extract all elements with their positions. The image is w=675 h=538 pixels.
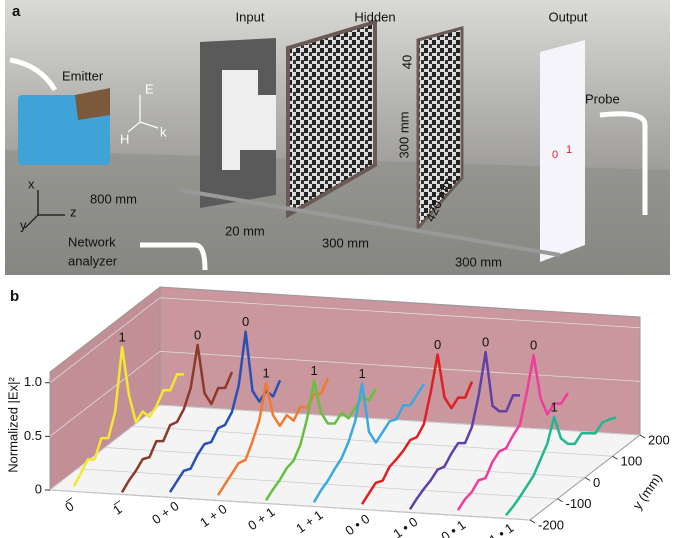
coord-label: x (28, 176, 35, 191)
grid-line (77, 468, 558, 500)
peak-label: 0 (242, 314, 249, 329)
field-label: E (145, 81, 154, 96)
field-vectors (127, 95, 159, 133)
probe-label: Probe (585, 91, 620, 106)
z-tick-label: 0.5 (24, 428, 42, 443)
network-label: Network (68, 234, 116, 249)
hidden-label: Hidden (354, 9, 395, 24)
photo-panel: a Input Hidden Output Emitter Probe Netw… (5, 0, 670, 275)
z-axis-label: Normalized |Ex|² (5, 377, 20, 473)
curve (408, 350, 521, 510)
x-tick-label: 1 • 1 (486, 520, 516, 538)
y-tick (557, 498, 563, 503)
emitter-arrow (9, 57, 58, 92)
y-tick (584, 477, 591, 481)
dimension-label: 20 mm (225, 223, 265, 238)
hidden-plate-1 (286, 19, 377, 219)
grid-line (104, 447, 586, 478)
output-digit: 0 (552, 149, 558, 161)
dimension-label: 300 mm (322, 235, 369, 250)
y-tick (529, 519, 536, 524)
peak-label: 1 (359, 366, 366, 381)
y-tick-label: -100 (566, 496, 592, 511)
dimension-label: 300 mm (396, 112, 411, 159)
y-tick (639, 434, 646, 439)
panel-label: b (10, 288, 19, 305)
dimension-label: 800 mm (90, 191, 137, 206)
probe-arrow (599, 111, 648, 215)
grid-line (159, 404, 641, 436)
curve (360, 353, 474, 505)
output-label: Output (548, 9, 587, 24)
grid-line (49, 489, 531, 521)
dimension-label: 40 (399, 55, 414, 69)
x-tick-label: 0 + 0 (149, 498, 182, 527)
x-tick-label: 1 + 0 (197, 501, 230, 530)
z-tick-label: 1.0 (24, 374, 42, 389)
y-axis-label: y (mm) (629, 471, 664, 513)
x-tick-label: 1̅ (110, 499, 128, 518)
x-tick-label: 1 • 0 (390, 514, 420, 538)
horn-antenna (75, 88, 110, 120)
curve (312, 382, 426, 503)
peak-label: 0 (434, 337, 441, 352)
grid-line (49, 350, 641, 437)
peak-label: 0 (482, 335, 489, 350)
peak-label: 1 (119, 329, 126, 344)
rail (179, 188, 561, 257)
chart: b Normalized |Ex|² y (mm) 00.51.02001000… (5, 285, 670, 538)
curve (120, 343, 234, 493)
field-label: H (120, 131, 129, 146)
z-tick-label: 0 (35, 481, 42, 496)
peak-label: 0 (194, 327, 201, 342)
x-tick-label: 1 + 1 (293, 507, 326, 536)
peak-label: 1 (311, 363, 318, 378)
coord-axes (24, 190, 65, 229)
curve (505, 415, 617, 517)
panel-label: a (12, 3, 21, 20)
analyzer-arrow (140, 242, 208, 271)
hidden-plate-2 (416, 26, 464, 232)
x-tick-label: 0 + 1 (245, 504, 278, 533)
analyzer-label: analyzer (68, 253, 118, 268)
curve (168, 330, 282, 493)
y-tick-label: 100 (621, 454, 643, 469)
y-tick-label: -200 (538, 517, 564, 532)
coord-label: y (20, 217, 27, 232)
input-label: Input (236, 9, 265, 24)
output-plate (540, 40, 585, 262)
x-tick-label: 0 • 0 (342, 511, 372, 538)
y-tick-label: 0 (593, 475, 600, 490)
curve (72, 345, 185, 487)
y-tick-label: 200 (648, 432, 670, 447)
curve (456, 353, 570, 511)
input-digit (222, 70, 276, 170)
emitter-label: Emitter (62, 68, 104, 83)
peak-label: 0 (530, 338, 537, 353)
x-tick-label: 0̅ (62, 496, 80, 515)
y-tick (612, 455, 618, 460)
peak-label: 1 (263, 365, 270, 380)
dimension-label: 300 mm (455, 254, 502, 269)
x-tick-label: 0 • 1 (438, 517, 468, 538)
grid-line (132, 425, 613, 457)
peak-label: 1 (551, 399, 558, 414)
grid-line (49, 297, 641, 384)
output-digit: 1 (566, 144, 572, 156)
coord-label: z (70, 204, 77, 219)
field-label: k (160, 124, 167, 139)
